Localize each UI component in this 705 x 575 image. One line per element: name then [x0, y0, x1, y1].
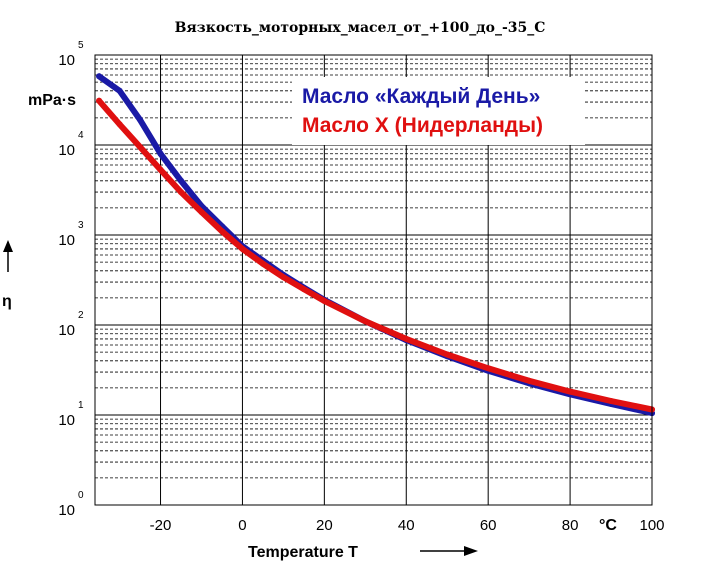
legend-background [292, 77, 585, 145]
data-point [608, 398, 614, 404]
chart-title: Вязкость_моторных_масел_от_+100_до_-35_C [175, 20, 546, 36]
data-point [403, 335, 410, 342]
x-tick-label: 60 [480, 517, 497, 534]
x-tick-label: 100 [639, 517, 664, 534]
data-point [219, 228, 225, 235]
data-point [321, 298, 328, 304]
x-tick-label: 80 [562, 517, 579, 534]
series-group [96, 73, 655, 417]
y-tick-exponent: 1 [78, 400, 84, 411]
y-tick-exponent: 0 [78, 490, 84, 501]
data-point [362, 318, 369, 325]
data-point [280, 274, 287, 281]
y-axis-label: η [2, 293, 12, 310]
data-point [259, 260, 266, 267]
data-point [567, 388, 574, 395]
x-tick-label: 20 [316, 517, 333, 534]
y-tick-label: 10 [58, 412, 75, 429]
y-tick-label: 10 [58, 322, 75, 339]
y-tick-label: 10 [58, 142, 75, 159]
data-point [444, 351, 451, 358]
data-point [96, 97, 103, 104]
x-tick-label: 0 [238, 517, 246, 534]
y-tick-label: 10 [58, 502, 75, 519]
data-point [157, 166, 164, 173]
y-tick-exponent: 4 [78, 130, 84, 141]
data-point [157, 150, 164, 157]
data-point [198, 209, 205, 215]
y-axis-unit: mPa·s [28, 92, 76, 109]
y-tick-label: 10 [58, 52, 75, 69]
plot-area-frame [94, 54, 653, 506]
x-axis-arrow [420, 546, 478, 556]
legend: Масло «Каждый День» Масло X (Нидерланды) [292, 77, 585, 145]
data-point [96, 73, 103, 80]
legend-entry-series-2: Масло X (Нидерланды) [302, 114, 543, 137]
data-point [137, 144, 144, 150]
data-point [116, 121, 123, 128]
data-point [178, 189, 184, 196]
data-point [526, 377, 533, 384]
data-point [485, 365, 492, 372]
data-point [178, 177, 184, 184]
legend-entry-series-1: Масло «Каждый День» [302, 85, 540, 108]
x-axis-label: Temperature T [248, 544, 358, 561]
data-point [116, 87, 123, 94]
y-tick-exponent: 2 [78, 310, 84, 321]
y-tick-exponent: 5 [78, 40, 84, 51]
y-tick-exponent: 3 [78, 220, 84, 231]
series-line-2 [96, 97, 655, 413]
data-point [300, 286, 307, 293]
x-tick-label: -20 [150, 517, 172, 534]
x-axis-unit: °C [599, 517, 617, 534]
y-tick-label: 10 [58, 232, 75, 249]
x-tick-label: 40 [398, 517, 415, 534]
data-point [137, 116, 144, 123]
data-point [239, 245, 246, 252]
y-axis-arrow [3, 240, 13, 272]
